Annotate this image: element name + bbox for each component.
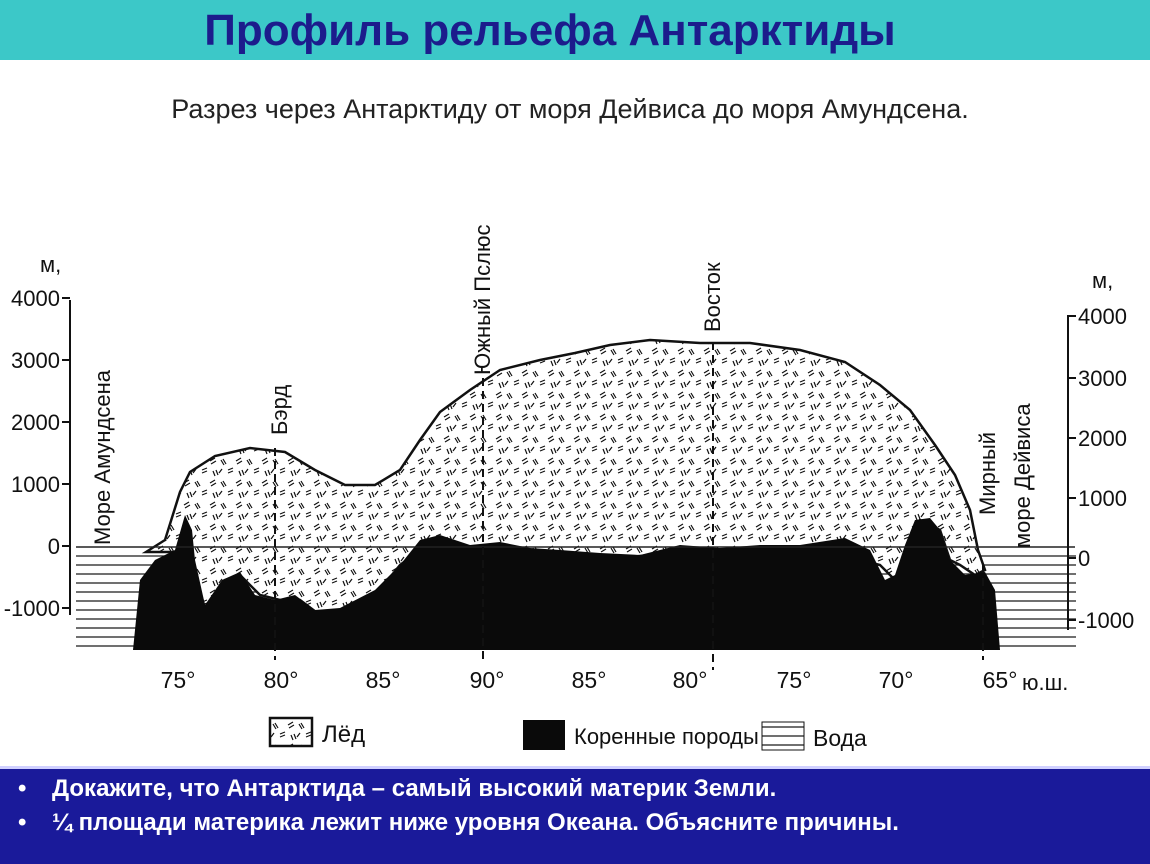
bedrock <box>133 515 1000 650</box>
byrd-station-label: Бэрд <box>267 385 292 435</box>
x-tick-label: 65° <box>983 667 1018 693</box>
relief-profile-diagram: Разрез через Антарктиду от моря Дейвиса … <box>4 94 1135 751</box>
left-unit-label: м, <box>40 252 61 277</box>
right-tick-label: 3000 <box>1078 366 1127 391</box>
south-pole-label: Южный Пслюс <box>470 225 495 375</box>
x-tick-label: 90° <box>470 667 505 693</box>
x-tick-label: 80° <box>673 667 708 693</box>
left-tick-label: 2000 <box>11 410 60 435</box>
left-tick-label: 3000 <box>11 348 60 373</box>
question-text: ¼ площади материка лежит ниже уровня Оке… <box>52 809 899 836</box>
right-tick-label: 4000 <box>1078 304 1127 329</box>
x-tick-label: 70° <box>879 667 914 693</box>
right-tick-label: 2000 <box>1078 426 1127 451</box>
vostok-station-label: Восток <box>700 262 725 332</box>
legend-bedrock-label: Коренные породы <box>574 724 759 749</box>
amundsen-sea-label: Море Амундсена <box>90 369 115 545</box>
bullet-icon: • <box>18 809 27 836</box>
right-tick-label: -1000 <box>1078 608 1134 633</box>
left-tick-label: 1000 <box>11 472 60 497</box>
x-tick-label: 85° <box>572 667 607 693</box>
davis-sea-label: море Дейвиса <box>1010 403 1035 548</box>
legend-ice-label: Лёд <box>322 721 365 748</box>
left-tick-label: 0 <box>48 534 60 559</box>
left-axis-ticks <box>62 297 70 609</box>
legend-water-label: Вода <box>813 725 867 751</box>
left-tick-label: -1000 <box>4 596 60 621</box>
x-tick-label: 80° <box>264 667 299 693</box>
questions-panel: • Докажите, что Антарктида – самый высоки… <box>0 766 1150 864</box>
legend-bedrock-swatch <box>523 720 565 750</box>
right-tick-label: 0 <box>1078 546 1090 571</box>
question-item: • ¼ площади материка лежит ниже уровня Ок… <box>18 809 899 837</box>
legend: Лёд Коренные породы Вода <box>268 716 867 751</box>
question-text: Докажите, что Антарктида – самый высокий… <box>52 775 777 802</box>
relief-profile-figure: Разрез через Антарктиду от моря Дейвиса … <box>0 60 1150 766</box>
x-tick-label: 85° <box>366 667 401 693</box>
x-tick-label: 75° <box>161 667 196 693</box>
right-tick-label: 1000 <box>1078 486 1127 511</box>
x-suffix-label: ю.ш. <box>1022 670 1068 695</box>
question-item: • Докажите, что Антарктида – самый высоки… <box>18 775 776 803</box>
left-tick-label: 4000 <box>11 286 60 311</box>
right-unit-label: м, <box>1092 268 1113 293</box>
right-axis-ticks <box>1068 315 1076 621</box>
title-bar: Профиль рельефа Антарктиды <box>0 0 1150 60</box>
legend-water-swatch <box>761 721 805 751</box>
legend-ice-swatch <box>268 716 314 748</box>
bullet-icon: • <box>18 775 27 802</box>
location-markers <box>274 342 984 670</box>
x-tick-label: 75° <box>777 667 812 693</box>
diagram-caption: Разрез через Антарктиду от моря Дейвиса … <box>171 94 968 124</box>
page-title: Профиль рельефа Антарктиды <box>204 6 896 55</box>
mirny-station-label: Мирный <box>975 432 1000 515</box>
